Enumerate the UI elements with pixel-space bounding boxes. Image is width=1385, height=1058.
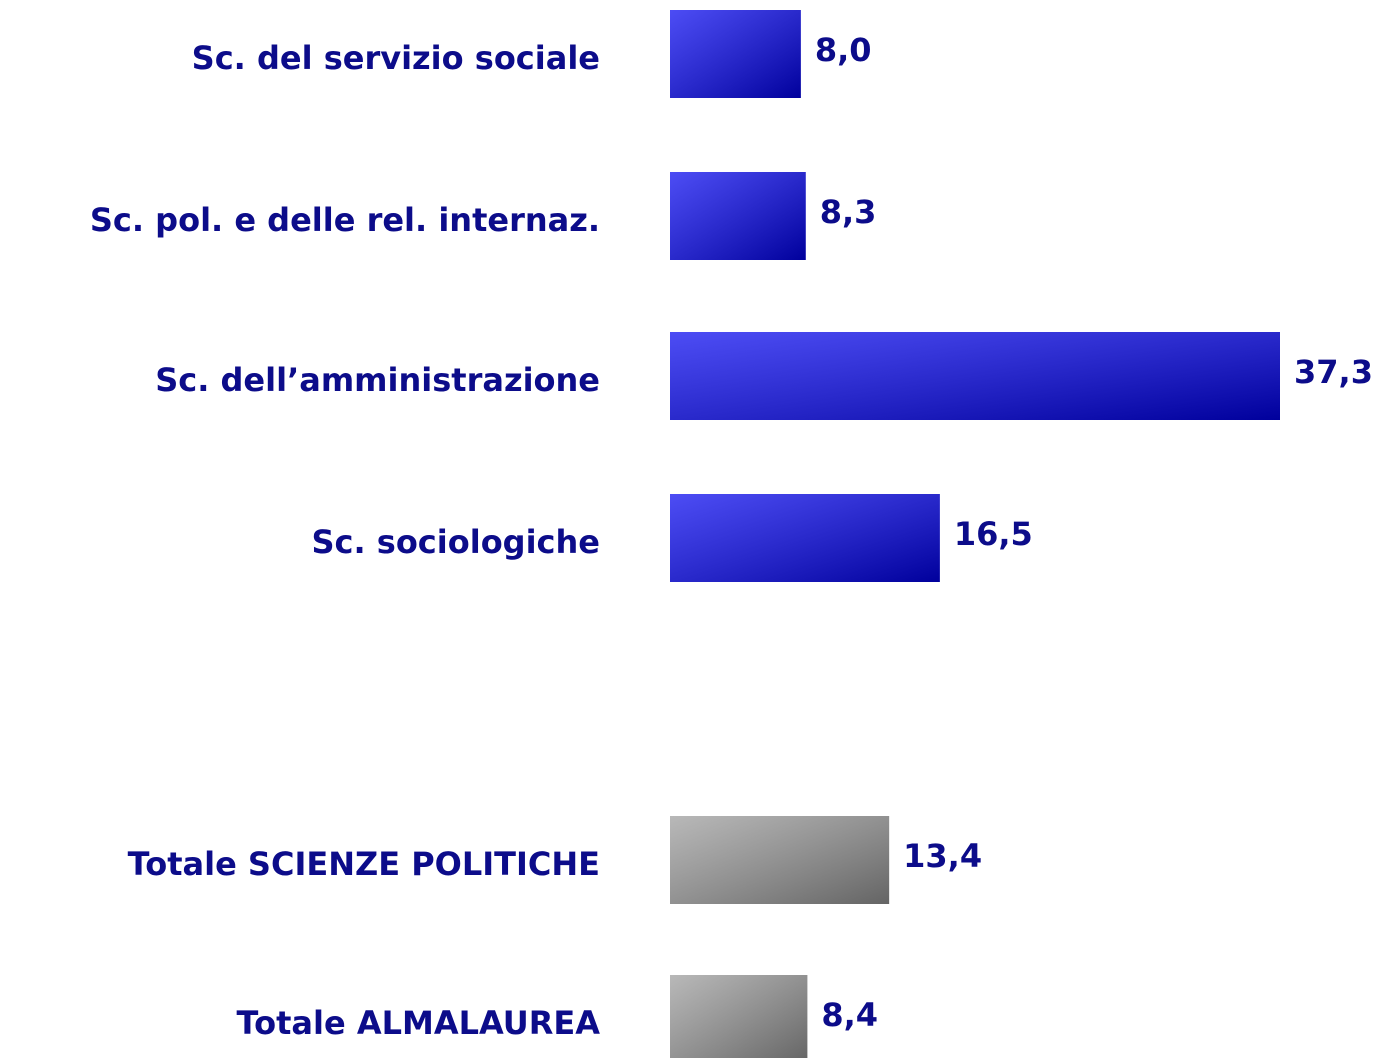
bar-shading — [670, 494, 940, 582]
category-label: Sc. pol. e delle rel. internaz. — [90, 201, 600, 239]
bar-shading — [670, 332, 1280, 420]
category-label: Totale ALMALAUREA — [237, 1004, 601, 1042]
category-label: Sc. dell’amministrazione — [155, 361, 600, 399]
value-label: 8,3 — [820, 193, 877, 231]
bar-shading — [670, 10, 801, 98]
bar-shading — [670, 975, 808, 1058]
value-label: 8,0 — [815, 31, 872, 69]
value-label: 16,5 — [954, 515, 1033, 553]
value-label: 8,4 — [821, 996, 878, 1034]
bar-shading — [670, 172, 806, 260]
value-label: 13,4 — [903, 837, 982, 875]
category-label: Sc. sociologiche — [311, 523, 600, 561]
category-label: Sc. del servizio sociale — [192, 39, 600, 77]
category-label: Totale SCIENZE POLITICHE — [128, 845, 600, 883]
value-label: 37,3 — [1294, 353, 1373, 391]
bar-shading — [670, 816, 890, 904]
